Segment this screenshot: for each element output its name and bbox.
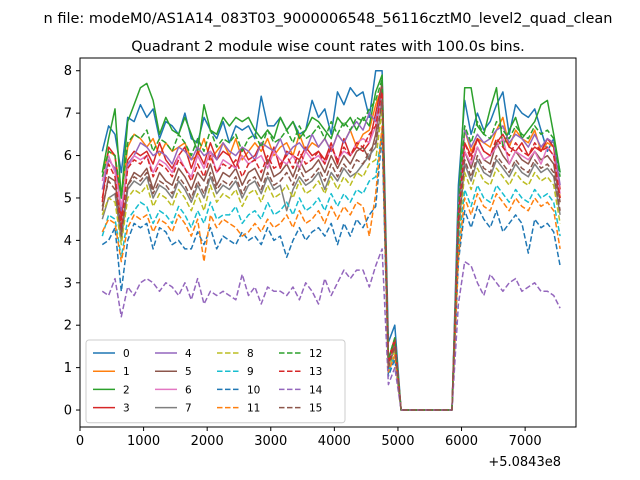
series-line-13	[101, 91, 561, 411]
x-tick-label: 6000	[445, 434, 478, 449]
x-tick-label: 5000	[381, 434, 414, 449]
series-layer	[101, 69, 561, 411]
x-offset-label: +5.0843e8	[488, 455, 561, 470]
plot-frame	[79, 57, 577, 428]
legend-frame	[85, 339, 346, 424]
y-tick-label: 1	[64, 361, 72, 376]
y-tick-label: 5	[64, 191, 72, 206]
legend-label-12: 12	[309, 348, 322, 360]
x-tick-label: 4000	[318, 434, 351, 449]
series-line-7	[101, 99, 561, 411]
x-tick-label: 2000	[191, 434, 224, 449]
legend-label-15: 15	[309, 403, 322, 415]
series-line-15	[101, 99, 561, 411]
series-line-11	[101, 125, 561, 411]
legend-label-13: 13	[309, 366, 322, 378]
series-line-6	[101, 95, 561, 411]
x-tick-label: 3000	[254, 434, 287, 449]
legend-label-11: 11	[247, 403, 260, 415]
legend-label-9: 9	[247, 366, 254, 378]
y-tick-label: 3	[64, 276, 72, 291]
legend-label-8: 8	[247, 348, 254, 360]
y-tick-label: 6	[64, 149, 72, 164]
series-line-10	[101, 133, 561, 411]
chart-suptitle: n file: modeM0/AS1A14_083T03_9000006548_…	[44, 11, 613, 27]
legend-label-4: 4	[185, 348, 192, 360]
x-tick-label: 1000	[127, 434, 160, 449]
legend-label-6: 6	[185, 384, 192, 396]
legend-label-0: 0	[123, 348, 130, 360]
series-line-9	[101, 129, 561, 411]
x-tick-label: 7000	[509, 434, 542, 449]
legend-label-2: 2	[123, 384, 130, 396]
series-line-4	[101, 86, 561, 411]
series-line-12	[101, 78, 561, 411]
chart-title: Quadrant 2 module wise count rates with …	[131, 39, 525, 55]
legend-label-10: 10	[247, 384, 260, 396]
series-line-8	[101, 108, 561, 411]
y-tick-label: 2	[64, 319, 72, 334]
y-tick-label: 0	[64, 404, 72, 419]
y-tick-label: 4	[64, 234, 72, 249]
legend-label-3: 3	[123, 403, 130, 415]
y-tick-label: 8	[64, 64, 72, 79]
series-line-14	[101, 248, 561, 411]
x-tick-label: 0	[76, 434, 84, 449]
legend-label-14: 14	[309, 384, 323, 396]
y-tick-label: 7	[64, 107, 72, 122]
legend-label-7: 7	[185, 403, 192, 415]
legend-label-5: 5	[185, 366, 192, 378]
legend-label-1: 1	[123, 366, 130, 378]
